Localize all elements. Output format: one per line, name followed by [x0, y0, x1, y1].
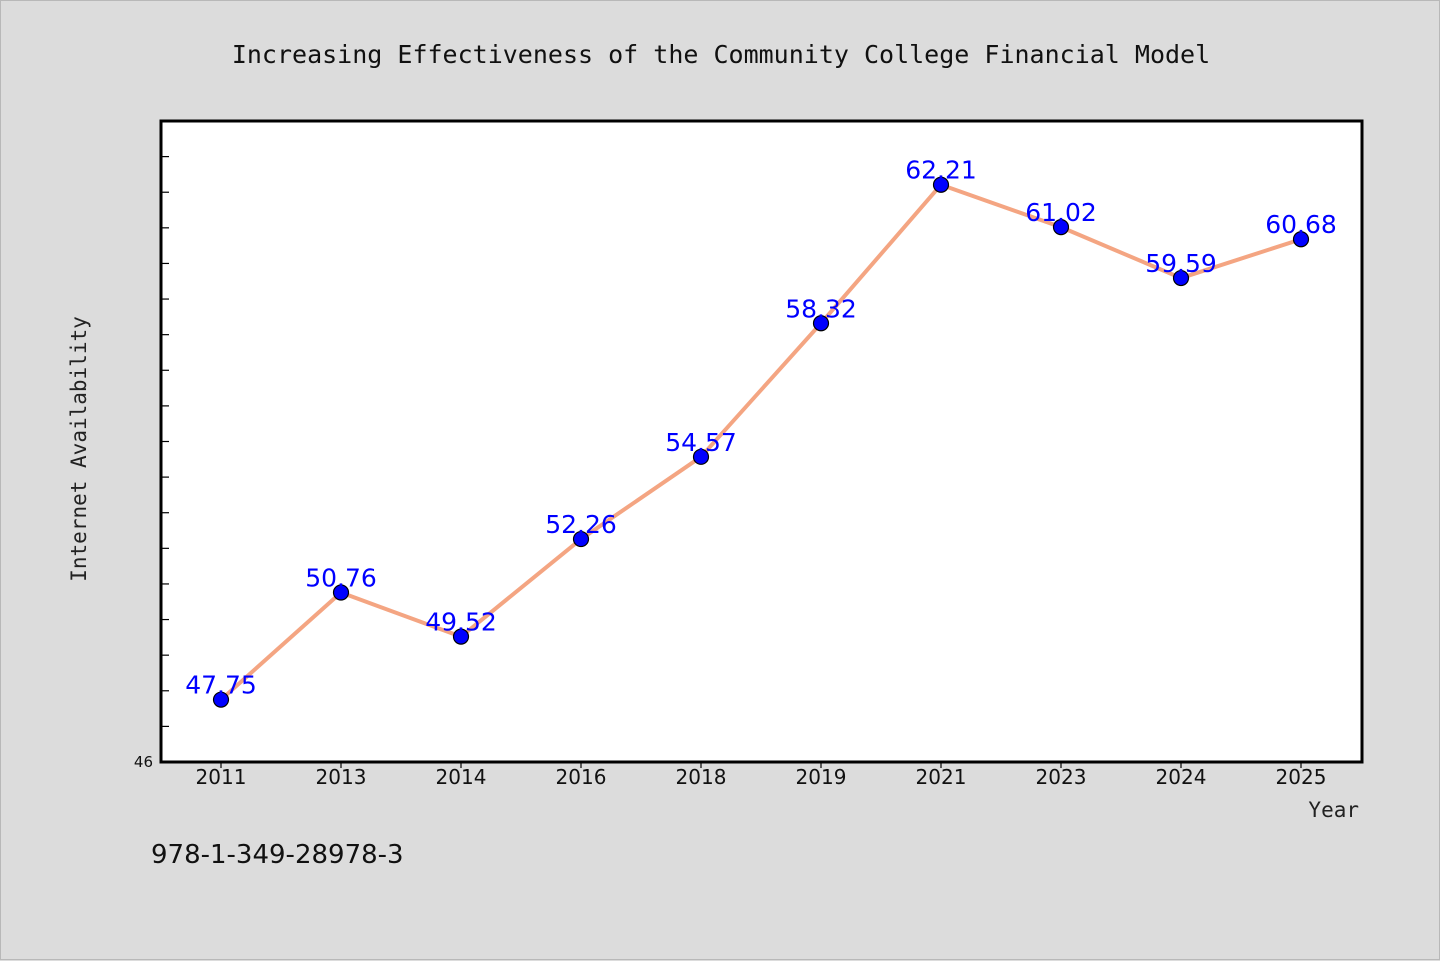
data-label-2013: 50.76	[305, 563, 377, 592]
data-label-2023: 61.02	[1025, 198, 1097, 227]
data-point-2018	[692, 448, 710, 465]
data-point-2013	[332, 584, 350, 601]
chart-title: Increasing Effectiveness of the Communit…	[232, 40, 1210, 69]
series-layer	[212, 176, 1310, 708]
x-axis-ticks: 2011 2013 2014 2016 2018 2019 2021 2023 2024 2025	[196, 762, 1327, 789]
y-axis-ticks	[161, 156, 169, 727]
data-label-2025: 60.68	[1265, 210, 1337, 239]
x-axis-label: Year	[1308, 798, 1359, 822]
plot-area	[159, 119, 1364, 764]
data-point-2021	[932, 176, 950, 193]
x-tick-label-2013: 2013	[316, 765, 367, 789]
x-tick-label-2014: 2014	[436, 765, 487, 789]
data-label-2024: 59.59	[1145, 249, 1217, 278]
x-tick-label-2011: 2011	[196, 765, 247, 789]
x-tick-label-2016: 2016	[556, 765, 607, 789]
data-point-2019	[812, 315, 830, 332]
x-tick-label-2018: 2018	[676, 765, 727, 789]
data-point-2023	[1052, 219, 1070, 236]
data-label-2018: 54.57	[665, 428, 737, 457]
data-point-2025	[1292, 231, 1310, 248]
y-axis-label: Internet Availability	[67, 316, 91, 582]
data-point-2011	[212, 691, 230, 708]
y-tick-label-46: 46	[134, 753, 153, 771]
data-point-2016	[572, 530, 590, 548]
series-line	[219, 182, 1303, 702]
x-tick-label-2019: 2019	[796, 765, 847, 789]
data-labels-layer: 47.75 50.76 49.52 52.26 54.57 58.32 62.21 61.02…	[185, 156, 1337, 700]
data-point-2014	[452, 628, 470, 645]
data-label-2019: 58.32	[785, 294, 857, 323]
data-label-2011: 47.75	[185, 671, 257, 700]
data-point-2024	[1172, 269, 1190, 287]
data-label-2021: 62.21	[905, 156, 977, 185]
x-tick-label-2025: 2025	[1276, 765, 1327, 789]
footer-isbn: 978-1-349-28978-3	[151, 840, 404, 870]
data-label-2016: 52.26	[545, 510, 617, 539]
x-tick-label-2023: 2023	[1036, 765, 1087, 789]
data-label-2014: 49.52	[425, 608, 497, 637]
x-tick-label-2021: 2021	[916, 765, 967, 789]
x-tick-label-2024: 2024	[1156, 765, 1207, 789]
